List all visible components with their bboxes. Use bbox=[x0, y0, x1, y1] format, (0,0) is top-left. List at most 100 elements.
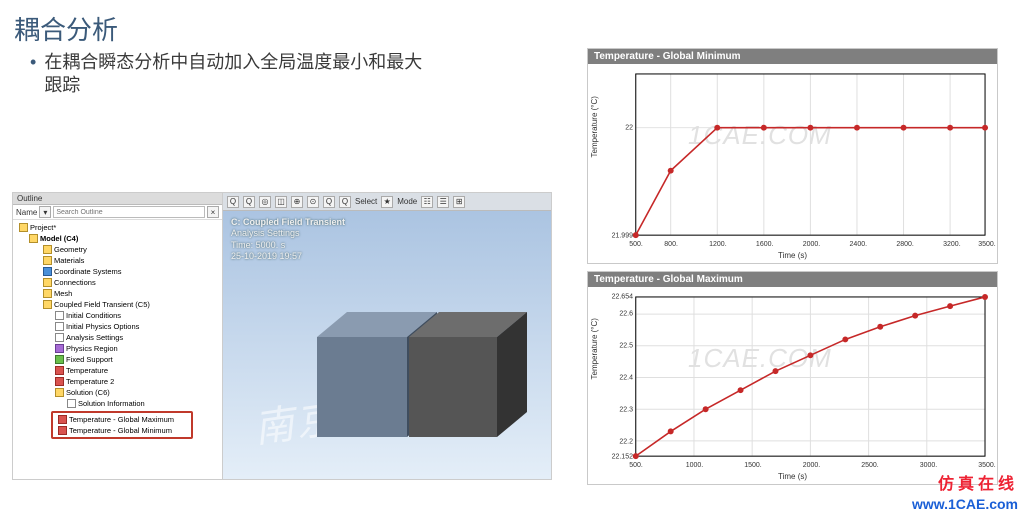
footer-link[interactable]: www.1CAE.com bbox=[912, 496, 1018, 512]
tree-item[interactable]: Connections bbox=[15, 277, 220, 288]
tb-icon[interactable]: ⊕ bbox=[291, 196, 303, 208]
tree-item[interactable]: Physics Region bbox=[15, 343, 220, 354]
tree-label: Solution (C6) bbox=[66, 388, 110, 397]
folder-icon bbox=[55, 388, 64, 397]
doc-icon bbox=[67, 399, 76, 408]
tree-label: Model (C4) bbox=[40, 234, 78, 243]
doc-icon bbox=[55, 322, 64, 331]
tree-label: Connections bbox=[54, 278, 96, 287]
tb-icon[interactable]: Q bbox=[227, 196, 239, 208]
chart-max: Temperature - Global Maximum 1CAE.COM 50… bbox=[587, 271, 998, 485]
tree-label: Analysis Settings bbox=[66, 333, 123, 342]
outline-filter-row: Name ▾ × bbox=[13, 205, 222, 220]
outline-tree[interactable]: Project* Model (C4) GeometryMaterialsCoo… bbox=[13, 220, 222, 479]
tree-label: Temperature - Global Maximum bbox=[69, 415, 174, 424]
tree-item[interactable]: Initial Physics Options bbox=[15, 321, 220, 332]
tree-model[interactable]: Model (C4) bbox=[15, 233, 220, 244]
select-mode-icon[interactable]: ★ bbox=[381, 196, 393, 208]
x-tick-label: 2000. bbox=[803, 462, 821, 469]
tree-label: Coupled Field Transient (C5) bbox=[54, 300, 150, 309]
tb-icon[interactable]: ◎ bbox=[259, 196, 271, 208]
x-tick-label: 1000. bbox=[686, 462, 704, 469]
folder-icon bbox=[29, 234, 38, 243]
mode-label: Mode bbox=[397, 197, 417, 206]
bullet-dot: • bbox=[30, 51, 36, 74]
vp-date: 25-10-2019 19:57 bbox=[231, 251, 345, 262]
tree-item[interactable]: Temperature 2 bbox=[15, 376, 220, 387]
tree-label: Mesh bbox=[54, 289, 72, 298]
x-tick-label: 3200. bbox=[943, 241, 961, 248]
chart-min-plot: 1CAE.COM 500.800.1200.1600.2000.2400.280… bbox=[588, 64, 997, 260]
tree-project[interactable]: Project* bbox=[15, 222, 220, 233]
x-tick-label: 2500. bbox=[861, 462, 879, 469]
tree-item[interactable]: Solution Information bbox=[15, 398, 220, 409]
x-tick-label: 1600. bbox=[756, 241, 774, 248]
tree-label: Initial Conditions bbox=[66, 311, 121, 320]
folder-icon bbox=[43, 278, 52, 287]
tb-icon[interactable]: ☰ bbox=[437, 196, 449, 208]
red-icon bbox=[58, 426, 67, 435]
x-tick-label: 1500. bbox=[744, 462, 762, 469]
tb-icon[interactable]: Q bbox=[339, 196, 351, 208]
tb-icon[interactable]: ⊞ bbox=[453, 196, 465, 208]
tb-icon[interactable]: ◫ bbox=[275, 196, 287, 208]
vp-title: C: Coupled Field Transient bbox=[231, 217, 345, 228]
tb-icon[interactable]: ☷ bbox=[421, 196, 433, 208]
x-tick-label: 3000. bbox=[920, 462, 938, 469]
y-axis-label: Temperature (°C) bbox=[590, 96, 599, 157]
x-tick-label: 500. bbox=[629, 462, 643, 469]
viewport-3d[interactable]: Q Q ◎ ◫ ⊕ ⊙ Q Q Select ★ Mode ☷ ☰ ⊞ C: C… bbox=[223, 193, 551, 479]
y-tick-label: 21.999 bbox=[612, 233, 633, 240]
tree-label: Project* bbox=[30, 223, 56, 232]
tree-item[interactable]: Geometry bbox=[15, 244, 220, 255]
chart-min-title: Temperature - Global Minimum bbox=[588, 49, 997, 64]
bullet-row: • 在耦合瞬态分析中自动加入全局温度最小和最大跟踪 bbox=[0, 51, 430, 96]
x-tick-label: 2800. bbox=[896, 241, 914, 248]
tb-icon[interactable]: ⊙ bbox=[307, 196, 319, 208]
tree-item[interactable]: Fixed Support bbox=[15, 354, 220, 365]
tree-item[interactable]: Solution (C6) bbox=[15, 387, 220, 398]
folder-icon bbox=[43, 256, 52, 265]
x-tick-label: 3500. bbox=[978, 241, 996, 248]
filter-clear-icon[interactable]: × bbox=[207, 206, 219, 218]
footer-cn: 仿真在线 bbox=[938, 470, 1018, 494]
chart-max-title: Temperature - Global Maximum bbox=[588, 272, 997, 287]
tree-label: Physics Region bbox=[66, 344, 118, 353]
tb-icon[interactable]: Q bbox=[323, 196, 335, 208]
chart-min: Temperature - Global Minimum 1CAE.COM 50… bbox=[587, 48, 998, 264]
tree-item[interactable]: Mesh bbox=[15, 288, 220, 299]
y-tick-label: 22.5 bbox=[619, 343, 633, 350]
tb-icon[interactable]: Q bbox=[243, 196, 255, 208]
blue-icon bbox=[43, 267, 52, 276]
tree-item[interactable]: Materials bbox=[15, 255, 220, 266]
filter-dropdown-icon[interactable]: ▾ bbox=[39, 206, 51, 218]
tree-label: Coordinate Systems bbox=[54, 267, 122, 276]
tree-item[interactable]: Coordinate Systems bbox=[15, 266, 220, 277]
x-tick-label: 3500. bbox=[978, 462, 996, 469]
tree-label: Temperature 2 bbox=[66, 377, 114, 386]
x-tick-label: 500. bbox=[629, 241, 643, 248]
tree-item[interactable]: Analysis Settings bbox=[15, 332, 220, 343]
outline-name-label: Name bbox=[16, 208, 37, 217]
red-icon bbox=[55, 377, 64, 386]
y-tick-label: 22.2 bbox=[619, 438, 633, 445]
folder-icon bbox=[43, 289, 52, 298]
doc-icon bbox=[55, 333, 64, 342]
ansys-screenshot: Outline Name ▾ × Project* Model (C4) Geo… bbox=[12, 192, 552, 480]
y-tick-label: 22.654 bbox=[612, 294, 633, 301]
tree-item[interactable]: Initial Conditions bbox=[15, 310, 220, 321]
vp-subtitle: Analysis Settings bbox=[231, 228, 345, 239]
purple-icon bbox=[55, 344, 64, 353]
tree-label: Temperature bbox=[66, 366, 108, 375]
tree-item[interactable]: Temperature bbox=[15, 365, 220, 376]
tree-item-highlighted[interactable]: Temperature - Global Minimum bbox=[54, 425, 190, 436]
slide-title: 耦合分析 bbox=[0, 0, 1024, 51]
y-tick-label: 22.3 bbox=[619, 406, 633, 413]
tree-item-highlighted[interactable]: Temperature - Global Maximum bbox=[54, 414, 190, 425]
chart-max-plot: 1CAE.COM 500.1000.1500.2000.2500.3000.35… bbox=[588, 287, 997, 481]
search-input[interactable] bbox=[53, 206, 205, 218]
x-tick-label: 2400. bbox=[850, 241, 868, 248]
x-axis-label: Time (s) bbox=[778, 251, 807, 260]
tree-label: Initial Physics Options bbox=[66, 322, 139, 331]
tree-item[interactable]: Coupled Field Transient (C5) bbox=[15, 299, 220, 310]
